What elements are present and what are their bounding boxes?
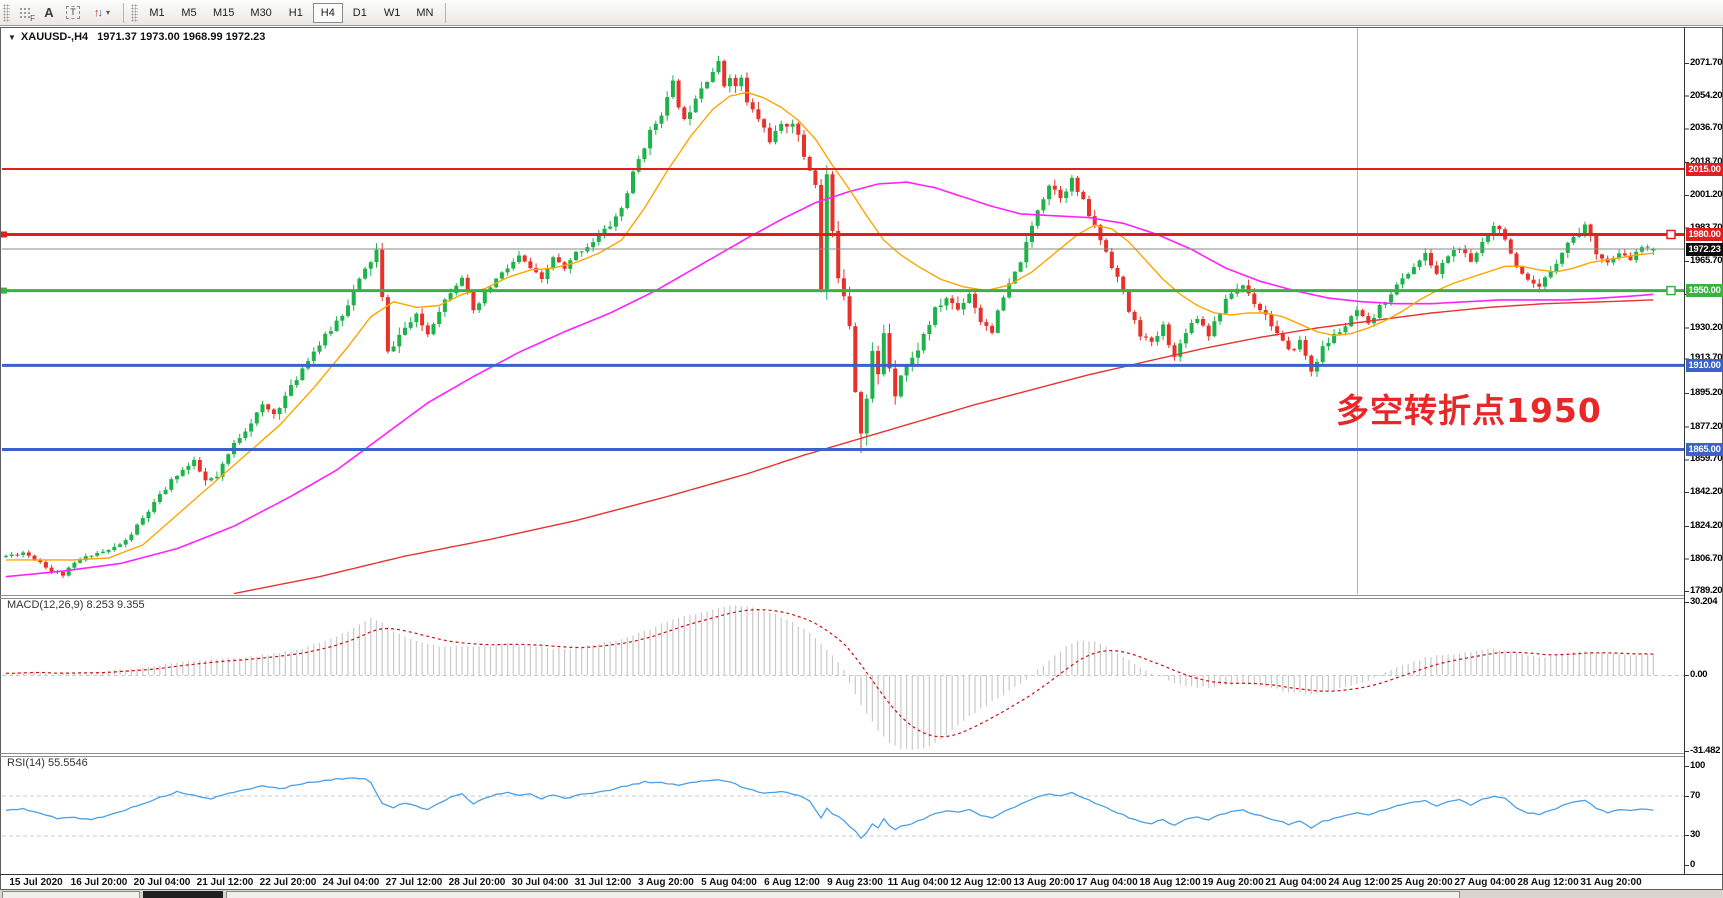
up-arrow-glyph: ↑ [93,6,100,19]
down-arrow-glyph: ↓ [97,6,103,19]
timeframe-m5[interactable]: M5 [174,3,204,23]
status-strip-segment [143,891,223,898]
price-axis[interactable] [1685,27,1723,874]
f-subscript: F [30,13,35,23]
dropdown-caret-icon: ▾ [105,8,110,17]
timeframe-d1[interactable]: D1 [345,3,375,23]
toolbar: F A T ↑ ↓ ▾ M1 M5 M15 M30 H1 H4 D1 W1 MN [0,0,1723,26]
timeframe-m15[interactable]: M15 [206,3,241,23]
timeframe-h4[interactable]: H4 [312,2,343,23]
text-label-icon[interactable]: A [44,5,54,20]
dotted-grid-f-icon[interactable]: F [13,3,37,23]
timeframe-mn[interactable]: MN [409,3,440,23]
timeframe-m30[interactable]: M30 [243,3,278,23]
timeframe-w1[interactable]: W1 [377,3,408,23]
toolbar-separator-2 [445,2,447,23]
status-strip-segment [2,891,140,898]
toolbar-separator [123,2,124,23]
text-box-icon[interactable]: T [61,3,85,23]
timeframe-m1[interactable]: M1 [142,3,172,23]
time-axis[interactable] [0,874,1684,890]
toolbar-grip[interactable] [3,3,10,22]
arrow-objects-icon[interactable]: ↑ ↓ ▾ [85,3,119,23]
timeframe-h1[interactable]: H1 [281,3,311,23]
dotted-grid-glyph [18,6,32,19]
timeframe-grip[interactable] [131,3,138,22]
status-strip [0,890,1723,898]
status-strip-segment [226,891,1460,898]
